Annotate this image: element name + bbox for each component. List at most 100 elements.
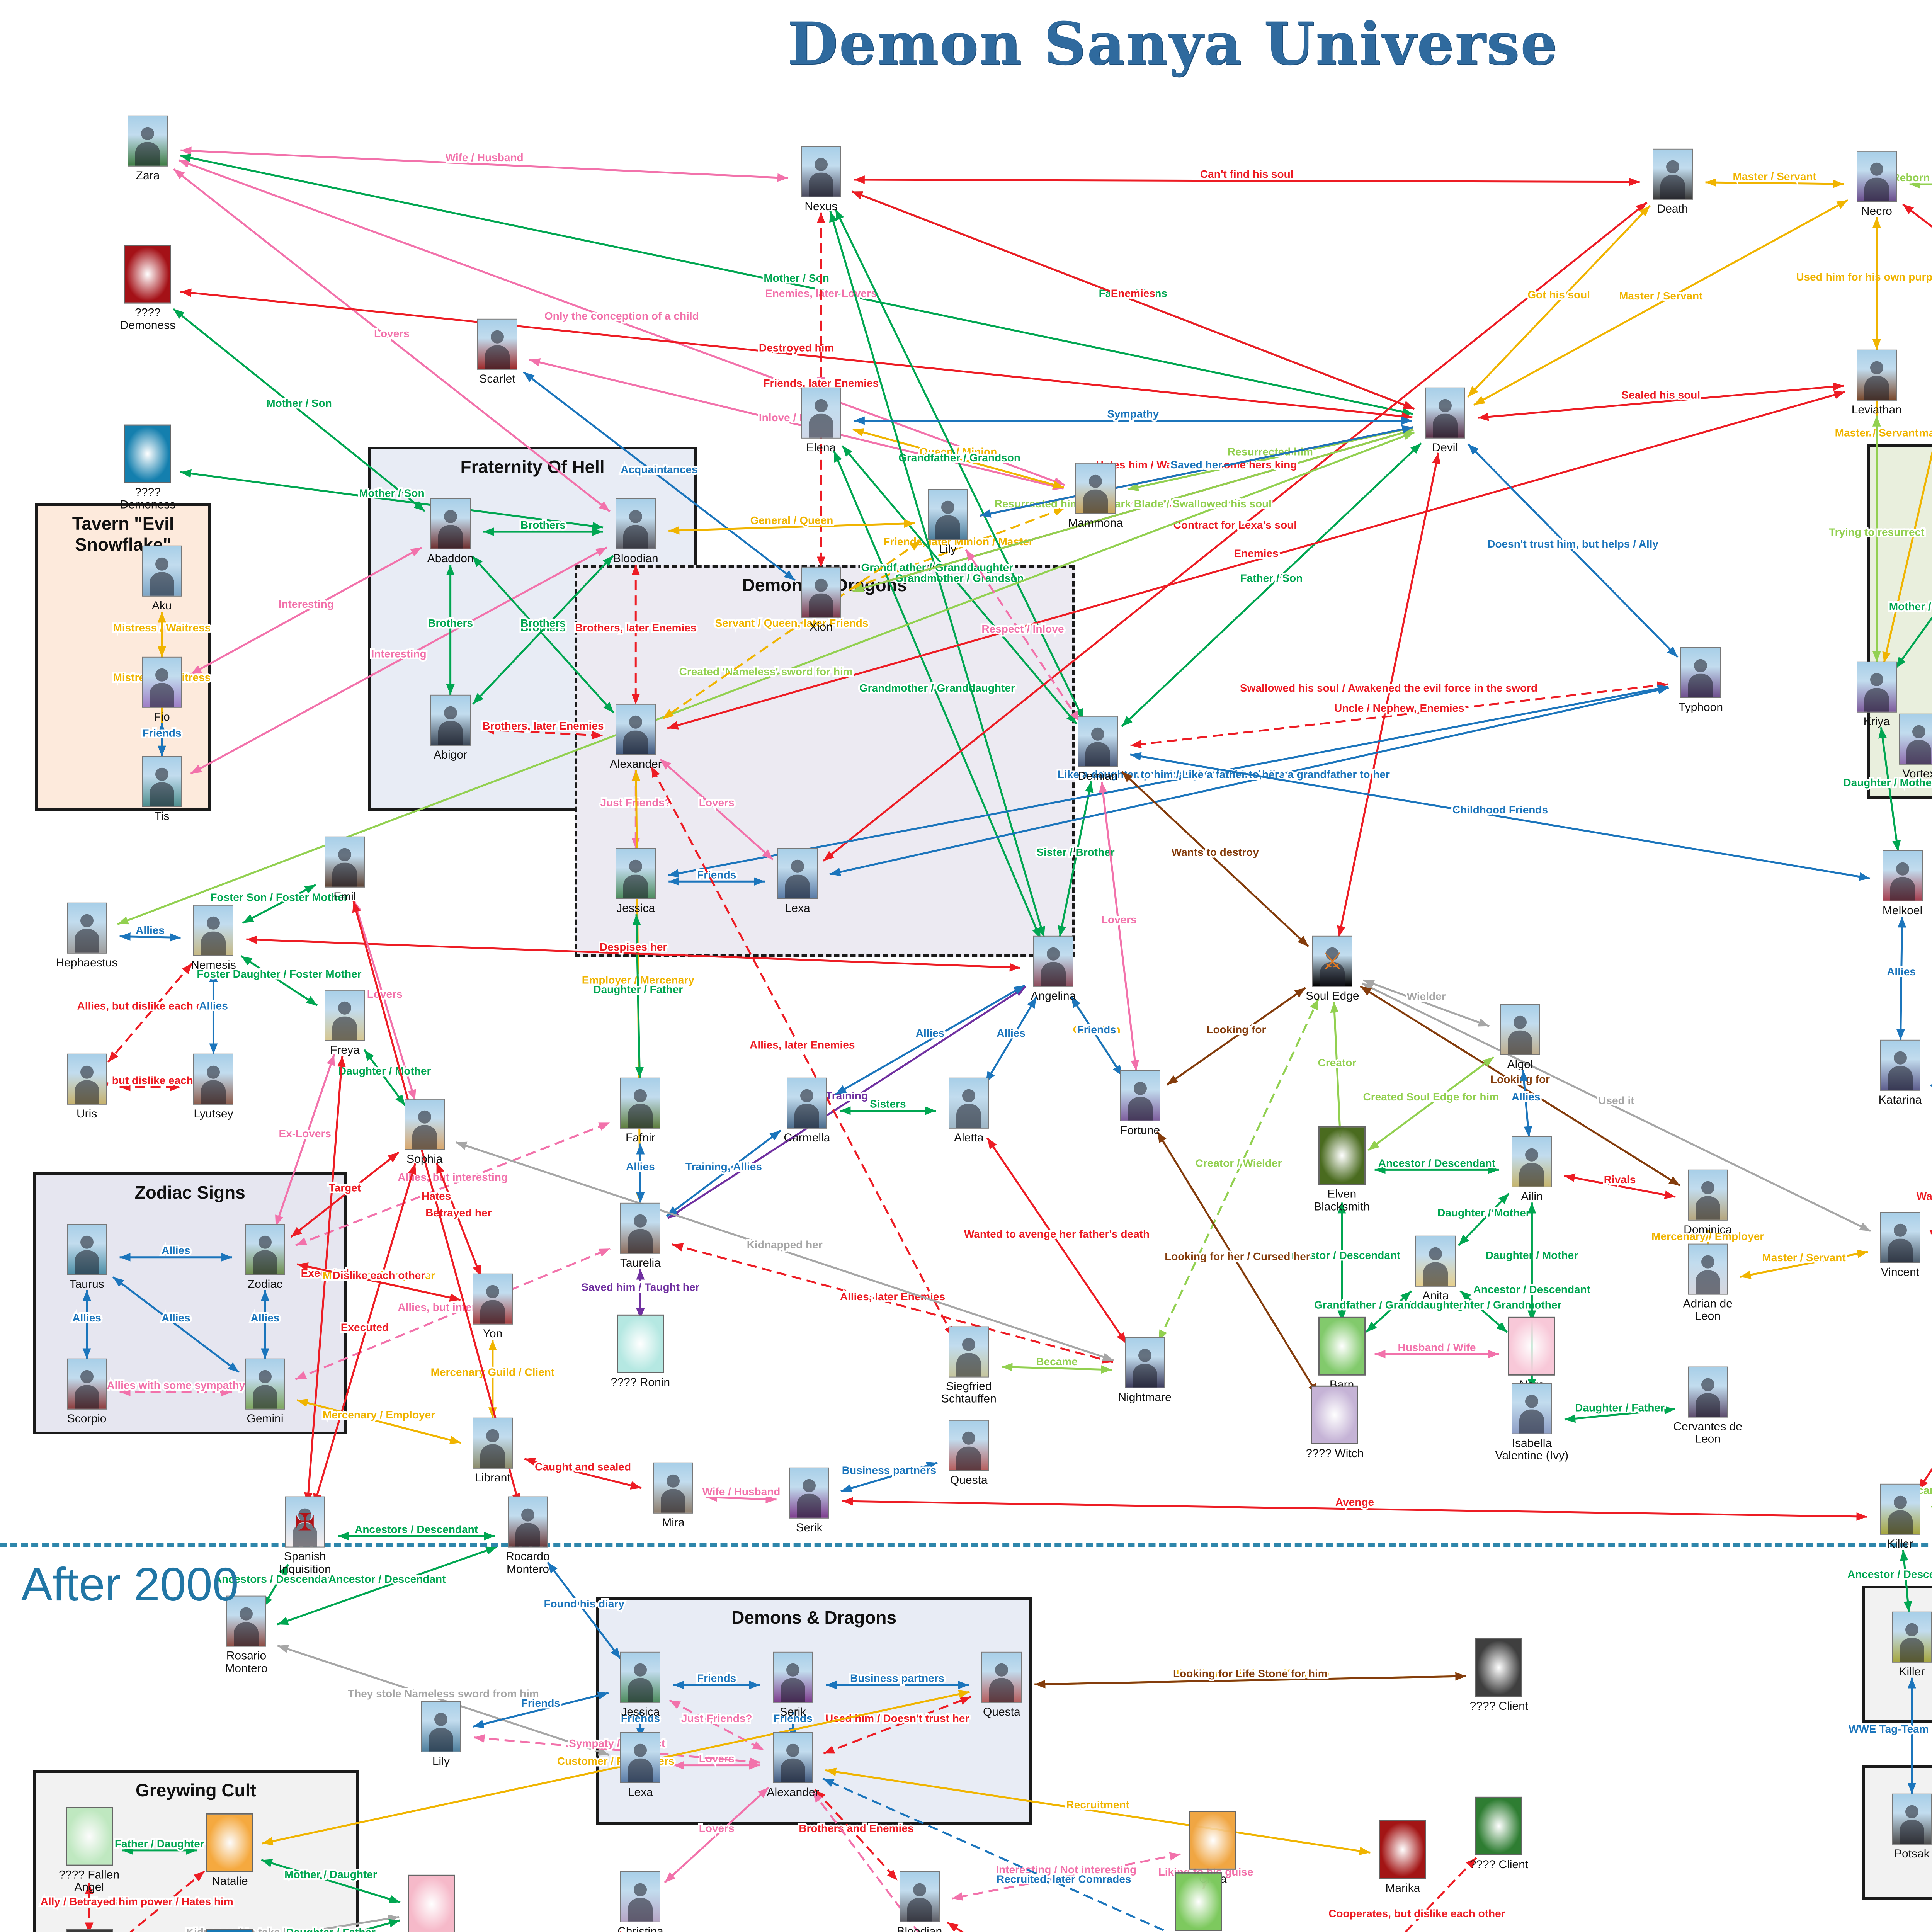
edge-label-demian-soul_edge: Wants to destroy [1172, 846, 1259, 858]
node-scorpio: Scorpio [50, 1359, 124, 1425]
node-label-angelina: Angelina [1031, 989, 1076, 1002]
edge-label-algol-soul_edge: Wielder [1407, 990, 1446, 1002]
node-taurus: Taurus [50, 1224, 124, 1291]
node-nightmare: Nightmare [1108, 1337, 1182, 1404]
edge-fortune-witch [1156, 1131, 1319, 1395]
node-nemesis: Nemesis [177, 905, 250, 971]
node-label-soul_edge: Soul Edge [1306, 989, 1359, 1002]
node-fallen_angel_q: ???? Fallen Angel [53, 1807, 126, 1894]
mira-portrait [653, 1463, 694, 1514]
edge-label-devil-lily: Saved her [1170, 459, 1222, 471]
edge-label-librant-mira: Caught and sealed [535, 1461, 631, 1473]
clara-colorbox [1189, 1811, 1236, 1870]
node-label-vincent: Vincent [1881, 1265, 1920, 1279]
edge-label-nemesis-angelina: Despises her [600, 941, 667, 953]
node-client_dark: ???? Client [1462, 1638, 1536, 1713]
edge-label-freya-nemesis: Foster Daughter / Foster Mother [197, 968, 361, 980]
node-label-client_green: ???? Client [1469, 1858, 1529, 1871]
edge-demian-soul_edge [1121, 771, 1310, 947]
node-marika: Marika [1366, 1820, 1439, 1895]
typhoon-portrait [1680, 647, 1721, 699]
edge-natalie-ella [261, 1859, 401, 1903]
node-fio: Fio [125, 656, 199, 723]
alexander-portrait [616, 704, 656, 755]
fallen_angel_q-colorbox [65, 1807, 113, 1866]
witch-colorbox [1311, 1385, 1359, 1444]
node-adrian: Adrian de Leon [1671, 1243, 1745, 1323]
node-label-bloodian: Bloodian [613, 552, 658, 565]
barn-colorbox [1318, 1317, 1366, 1376]
zodiac-portrait [245, 1224, 286, 1275]
node-hephaestus: Hephaestus [50, 902, 124, 969]
edge-label-devil-necro: Master / Servant [1619, 290, 1702, 302]
node-label-lily2: Lily [432, 1755, 450, 1768]
edge-label-demian-lily: Respect / Inlove [981, 623, 1064, 635]
node-demoness_blue: ???? Demoness [111, 424, 184, 512]
node-label-cervantes: Cervantes de Leon [1673, 1420, 1742, 1446]
anita-portrait [1415, 1236, 1456, 1287]
node-zodiac: Zodiac [228, 1224, 302, 1291]
node-label-aletta: Aletta [954, 1131, 984, 1144]
ella-colorbox [408, 1874, 456, 1932]
group-title-zodiac_box: Zodiac Signs [134, 1182, 245, 1202]
edge-label-algol-ailin: Allies [1512, 1091, 1541, 1103]
edge-label-rocardo-rosario: Ancestor / Descendant [328, 1573, 446, 1585]
leviathan-portrait [1856, 349, 1897, 401]
node-mammona: Mammona [1059, 463, 1132, 529]
node-elena: Elena [784, 387, 858, 454]
node-scarlet: Scarlet [461, 319, 534, 385]
node-label-killer2: Killer [1899, 1665, 1925, 1678]
edge-label-fortune-witch: Looking for her / Cursed her [1165, 1250, 1310, 1262]
node-label-melkoel: Melkoel [1882, 904, 1923, 917]
node-fafnir: Fafnir [604, 1077, 677, 1144]
node-katarina: Katarina [1864, 1039, 1932, 1106]
node-librant: Librant [456, 1418, 529, 1484]
demoness_blue-colorbox [124, 424, 172, 483]
node-label-fafnir: Fafnir [626, 1131, 655, 1144]
devil-portrait [1425, 387, 1465, 439]
node-christina: Christina [604, 1871, 677, 1932]
edge-lily-bloodian [668, 519, 915, 535]
edge-label-killer2-potsak: WWE Tag-Team partners [1849, 1723, 1932, 1735]
node-algol: Algol [1483, 1004, 1557, 1071]
tis-portrait [141, 756, 182, 807]
nexus-portrait [801, 146, 841, 197]
edge-label-serik2-questa2: Business partners [850, 1672, 944, 1684]
edge-label-demian-melkoel: Childhood Friends [1452, 804, 1548, 816]
death-portrait [1652, 148, 1693, 200]
node-label-hephaestus: Hephaestus [56, 956, 118, 969]
node-label-typhoon: Typhoon [1678, 701, 1723, 714]
isabella-portrait [1512, 1383, 1552, 1434]
edge-demian-lily [965, 549, 1081, 723]
sophia-portrait [404, 1099, 445, 1150]
node-label-ailin: Ailin [1521, 1190, 1543, 1203]
hephaestus-portrait [66, 902, 107, 954]
node-label-librant: Librant [475, 1471, 510, 1485]
edge-kriya-trix [1895, 558, 1932, 669]
node-label-potsak: Potsak [1894, 1847, 1930, 1860]
questa2-portrait [981, 1651, 1022, 1703]
node-label-spanish_inq: Spanish Inquisition [279, 1550, 331, 1576]
edge-label-devil-elena: Sympathy [1107, 408, 1159, 420]
ailin-portrait [1512, 1136, 1552, 1188]
node-label-devil: Devil [1432, 441, 1458, 454]
edge-jessica2-rocardo [547, 1561, 622, 1660]
node-typhoon: Typhoon [1664, 647, 1737, 714]
group-title-greywing: Greywing Cult [136, 1780, 256, 1800]
lily2-portrait [421, 1701, 461, 1752]
edge-label-elven_blacksmith-soul_edge: Creator [1318, 1056, 1357, 1068]
xion-portrait [801, 567, 841, 618]
fio-portrait [141, 656, 182, 708]
christina-portrait [620, 1871, 661, 1923]
yon-portrait [472, 1273, 513, 1325]
edge-serik1-questa1 [840, 1461, 938, 1493]
killer1-portrait [1880, 1484, 1920, 1535]
node-label-siegfried: Siegfried Schtauffen [941, 1380, 997, 1406]
node-aku: Aku [125, 546, 199, 612]
node-ailin: Ailin [1495, 1136, 1568, 1203]
edge-label-serik1-killer1: Avenge [1335, 1496, 1374, 1508]
node-label-alexander: Alexander [609, 757, 662, 770]
node-michael: Michael [193, 1929, 267, 1932]
librant-portrait [472, 1418, 513, 1469]
node-label-abigor: Abigor [434, 748, 467, 761]
